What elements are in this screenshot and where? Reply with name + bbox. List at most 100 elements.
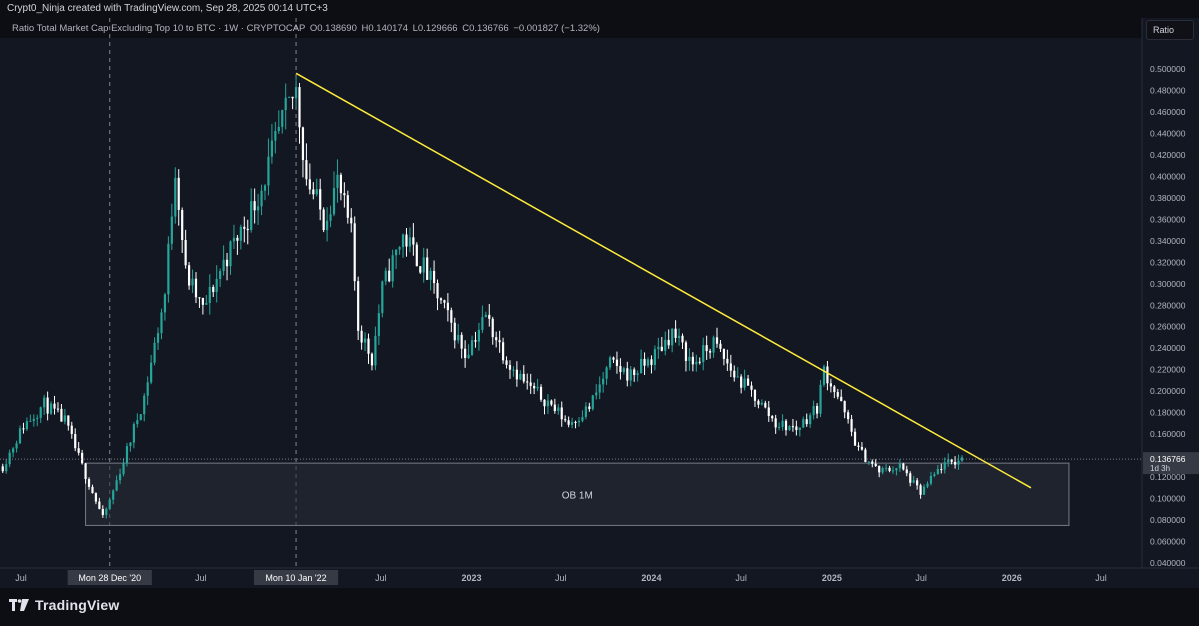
x-tick-label: Jul — [1095, 573, 1107, 583]
candle-body — [453, 322, 456, 341]
candle-body — [136, 420, 139, 425]
candle-body — [798, 427, 801, 431]
candle-body — [391, 255, 394, 282]
candle-body — [674, 328, 677, 338]
candle-body — [577, 420, 581, 423]
y-tick-label: 0.460000 — [1150, 107, 1186, 117]
candle-body — [367, 338, 370, 354]
order-block-zone[interactable] — [85, 462, 1070, 526]
candle-body — [774, 418, 777, 428]
candle-body — [860, 446, 864, 450]
scale-mode-button[interactable]: Ratio — [1146, 20, 1194, 40]
candle-body — [833, 386, 836, 393]
candle-body — [167, 243, 170, 295]
y-tick-label: 0.080000 — [1150, 515, 1186, 525]
candle-body — [129, 442, 132, 447]
candle-body — [122, 463, 125, 475]
candle-body — [936, 469, 939, 475]
candle-body — [881, 468, 884, 473]
candle-body — [788, 426, 791, 431]
candle-body — [795, 426, 798, 431]
candle-body — [712, 337, 715, 353]
candle-body — [491, 318, 494, 338]
candle-body — [184, 239, 187, 266]
candle-body — [729, 363, 732, 371]
candle-body — [570, 422, 574, 425]
candle-body — [60, 408, 63, 422]
candle-body — [232, 237, 236, 242]
candle-body — [67, 415, 70, 426]
candle-body — [322, 209, 325, 231]
candle-body — [339, 174, 343, 194]
candle-body — [884, 467, 888, 469]
candle-body — [622, 368, 625, 372]
chart-panel[interactable]: OB 1M 0.500000 0.480000 0.460000 0.440000 0.… — [0, 18, 1199, 588]
candle-body — [581, 416, 584, 421]
candle-body — [684, 342, 688, 361]
candle-body — [477, 329, 481, 342]
candle-body — [757, 400, 760, 405]
candle-body — [56, 408, 60, 410]
candle-body — [698, 361, 701, 363]
candle-body — [474, 340, 477, 342]
candle-body — [319, 189, 322, 210]
y-tick-label: 0.040000 — [1150, 558, 1186, 568]
y-tick-label: 0.500000 — [1150, 64, 1186, 74]
candle-body — [691, 356, 694, 365]
candle-body — [363, 338, 367, 343]
y-tick-label: 0.360000 — [1150, 214, 1186, 224]
tradingview-brand: TradingView — [35, 597, 120, 613]
candle-body — [615, 359, 619, 367]
candle-body — [602, 378, 605, 385]
candle-body — [947, 459, 950, 463]
candle-body — [25, 421, 29, 430]
candle-body — [943, 462, 946, 470]
candle-body — [22, 428, 25, 430]
candle-body — [619, 366, 622, 372]
candle-body — [84, 463, 87, 480]
candle-body — [426, 257, 429, 280]
candle-body — [919, 485, 922, 495]
candle-body — [298, 87, 301, 128]
candle-body — [767, 407, 770, 417]
chart-svg[interactable]: OB 1M 0.500000 0.480000 0.460000 0.440000 0.… — [0, 18, 1199, 588]
candle-body — [878, 465, 881, 473]
candle-body — [36, 417, 39, 419]
y-tick-label: 0.200000 — [1150, 386, 1186, 396]
candle-body — [829, 383, 832, 387]
candle-body — [664, 339, 667, 351]
candle-body — [5, 464, 8, 472]
candle-body — [77, 448, 80, 453]
candle-body — [246, 228, 249, 231]
candle-body — [336, 174, 339, 188]
candle-body — [401, 234, 405, 248]
candle-body — [505, 360, 508, 365]
candle-body — [101, 508, 104, 515]
descending-trendline[interactable] — [295, 72, 1032, 489]
candle-body — [802, 419, 805, 428]
footer-bar: TradingView — [0, 588, 1199, 626]
candle-body — [940, 469, 943, 471]
candle-body — [781, 420, 784, 427]
x-tick-label: 2025 — [822, 573, 842, 583]
candle-body — [650, 359, 653, 365]
candle-body — [933, 474, 936, 476]
tradingview-logo[interactable]: TradingView — [9, 597, 119, 613]
candle-body — [436, 283, 439, 299]
candle-body — [640, 358, 643, 374]
candle-body — [253, 201, 256, 211]
candle-body — [847, 412, 850, 420]
y-tick-label: 0.420000 — [1150, 150, 1186, 160]
candle-body — [905, 469, 908, 474]
candle-body — [205, 302, 208, 305]
candle-body — [660, 346, 663, 351]
candle-body — [740, 376, 743, 388]
candle-body — [277, 126, 280, 132]
candle-body — [636, 373, 639, 375]
candle-body — [470, 340, 474, 355]
candle-body — [653, 349, 657, 365]
candle-body — [764, 402, 767, 408]
candle-body — [208, 287, 211, 303]
candle-body — [464, 348, 467, 359]
candle-body — [374, 335, 377, 366]
